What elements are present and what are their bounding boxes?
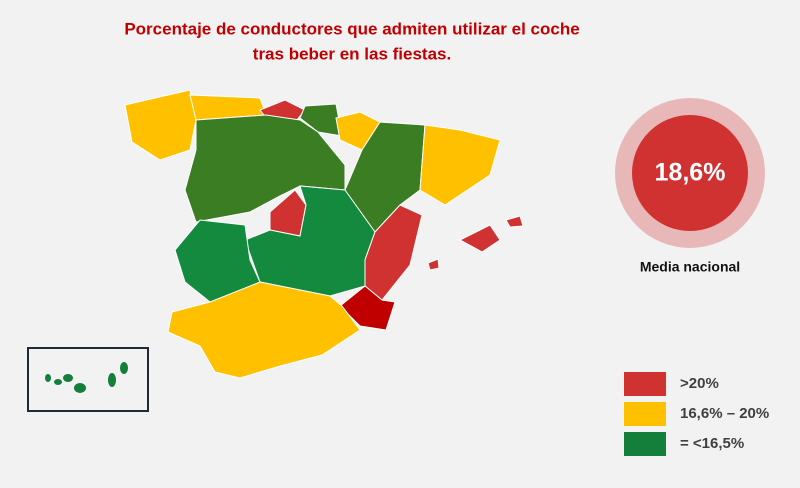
legend-label: >20%	[680, 375, 719, 392]
legend: >20% 16,6% – 20% = <16,5%	[624, 372, 769, 456]
region	[167, 281, 361, 379]
region	[299, 103, 343, 137]
spain-map	[124, 89, 524, 379]
region	[364, 204, 423, 301]
legend-swatch	[624, 372, 666, 396]
island	[108, 373, 116, 387]
average-label: Media nacional	[640, 259, 740, 275]
region	[419, 124, 501, 206]
inset-frame	[27, 347, 149, 412]
legend-swatch	[624, 402, 666, 426]
region	[427, 258, 440, 271]
title-line: Porcentaje de conductores que admiten ut…	[124, 19, 579, 38]
island	[74, 383, 86, 393]
legend-swatch	[624, 432, 666, 456]
canary-islands-inset	[27, 347, 149, 412]
region	[244, 185, 376, 297]
island	[54, 379, 62, 385]
region	[505, 215, 524, 228]
region	[458, 224, 501, 253]
average-value: 18,6%	[655, 159, 726, 187]
region	[124, 89, 197, 161]
island	[63, 374, 73, 382]
legend-label: = <16,5%	[680, 435, 744, 452]
average-disc	[632, 115, 748, 231]
title-line: tras beber en las fiestas.	[253, 44, 451, 63]
island	[45, 374, 51, 382]
island	[120, 362, 128, 374]
region	[339, 285, 396, 331]
legend-label: 16,6% – 20%	[680, 405, 769, 422]
